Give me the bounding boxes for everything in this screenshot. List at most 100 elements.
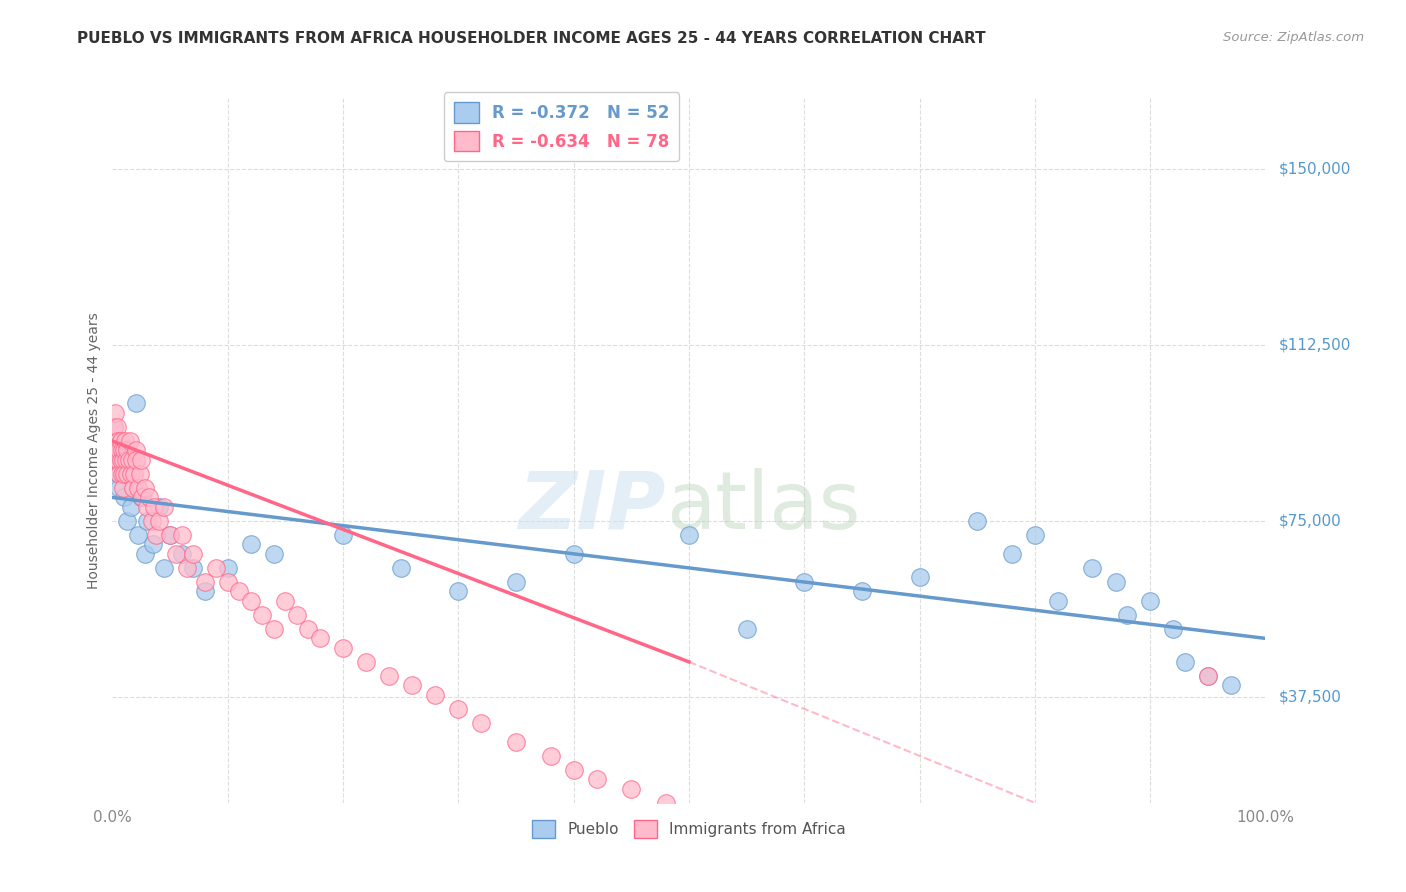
Point xyxy=(194,574,217,589)
Point xyxy=(136,500,159,514)
Point xyxy=(127,528,149,542)
Point xyxy=(263,547,285,561)
Point xyxy=(112,491,135,505)
Point xyxy=(966,514,988,528)
Point xyxy=(1197,669,1219,683)
Point xyxy=(159,528,181,542)
Point xyxy=(112,443,135,458)
Point xyxy=(145,528,167,542)
Point xyxy=(111,453,134,467)
Point xyxy=(1046,594,1069,608)
Point xyxy=(111,467,134,481)
Point xyxy=(585,772,607,787)
Point xyxy=(1219,678,1241,692)
Point xyxy=(378,669,401,683)
Point xyxy=(297,622,319,636)
Point xyxy=(274,594,297,608)
Point xyxy=(111,453,134,467)
Point xyxy=(793,852,815,866)
Point xyxy=(309,632,332,646)
Point xyxy=(562,547,585,561)
Point xyxy=(1081,561,1104,575)
Point xyxy=(103,420,125,434)
Point xyxy=(124,453,146,467)
Point xyxy=(181,561,204,575)
Point xyxy=(793,574,815,589)
Point xyxy=(105,443,128,458)
Point xyxy=(1001,547,1024,561)
Y-axis label: Householder Income Ages 25 - 44 years: Householder Income Ages 25 - 44 years xyxy=(87,312,101,589)
Point xyxy=(239,594,262,608)
Text: $150,000: $150,000 xyxy=(1279,161,1351,176)
Point xyxy=(447,584,470,599)
Point xyxy=(505,735,527,749)
Point xyxy=(148,500,170,514)
Point xyxy=(389,561,412,575)
Point xyxy=(181,547,204,561)
Point xyxy=(107,467,129,481)
Point xyxy=(170,528,193,542)
Point xyxy=(117,453,139,467)
Point xyxy=(105,434,128,448)
Point xyxy=(655,796,678,810)
Point xyxy=(115,443,138,458)
Point xyxy=(851,584,873,599)
Text: $37,500: $37,500 xyxy=(1279,690,1343,705)
Text: ZIP: ZIP xyxy=(519,467,666,546)
Point xyxy=(111,481,134,495)
Point xyxy=(112,467,135,481)
Point xyxy=(108,467,131,481)
Point xyxy=(122,481,145,495)
Point xyxy=(228,584,250,599)
Point xyxy=(217,574,239,589)
Point xyxy=(165,547,187,561)
Point xyxy=(1116,607,1139,622)
Point xyxy=(104,453,127,467)
Point xyxy=(104,443,127,458)
Point xyxy=(1024,528,1046,542)
Point xyxy=(401,678,423,692)
Point xyxy=(153,561,176,575)
Text: atlas: atlas xyxy=(666,467,860,546)
Point xyxy=(470,715,492,730)
Point xyxy=(332,640,354,655)
Point xyxy=(124,396,146,410)
Point xyxy=(678,810,700,824)
Point xyxy=(129,491,153,505)
Point xyxy=(124,443,146,458)
Point xyxy=(447,702,470,716)
Text: PUEBLO VS IMMIGRANTS FROM AFRICA HOUSEHOLDER INCOME AGES 25 - 44 YEARS CORRELATI: PUEBLO VS IMMIGRANTS FROM AFRICA HOUSEHO… xyxy=(77,31,986,46)
Point xyxy=(735,829,758,843)
Text: $75,000: $75,000 xyxy=(1279,514,1341,528)
Point xyxy=(735,622,758,636)
Point xyxy=(1161,622,1184,636)
Point xyxy=(620,781,643,796)
Point xyxy=(124,467,146,481)
Point xyxy=(120,467,142,481)
Point xyxy=(134,547,156,561)
Point xyxy=(122,481,145,495)
Point xyxy=(425,688,447,702)
Point xyxy=(217,561,239,575)
Point xyxy=(1104,574,1126,589)
Point xyxy=(131,491,153,505)
Point xyxy=(141,514,163,528)
Point xyxy=(159,528,181,542)
Point xyxy=(1139,594,1161,608)
Point xyxy=(118,467,141,481)
Point xyxy=(908,570,931,584)
Point xyxy=(120,500,142,514)
Point xyxy=(117,443,139,458)
Point xyxy=(1174,655,1197,669)
Point xyxy=(252,607,274,622)
Point xyxy=(678,528,700,542)
Point xyxy=(107,434,129,448)
Point xyxy=(118,434,141,448)
Point xyxy=(127,481,149,495)
Point xyxy=(110,453,132,467)
Point xyxy=(138,491,160,505)
Point xyxy=(103,420,125,434)
Point xyxy=(505,574,527,589)
Point xyxy=(134,481,156,495)
Point xyxy=(153,500,176,514)
